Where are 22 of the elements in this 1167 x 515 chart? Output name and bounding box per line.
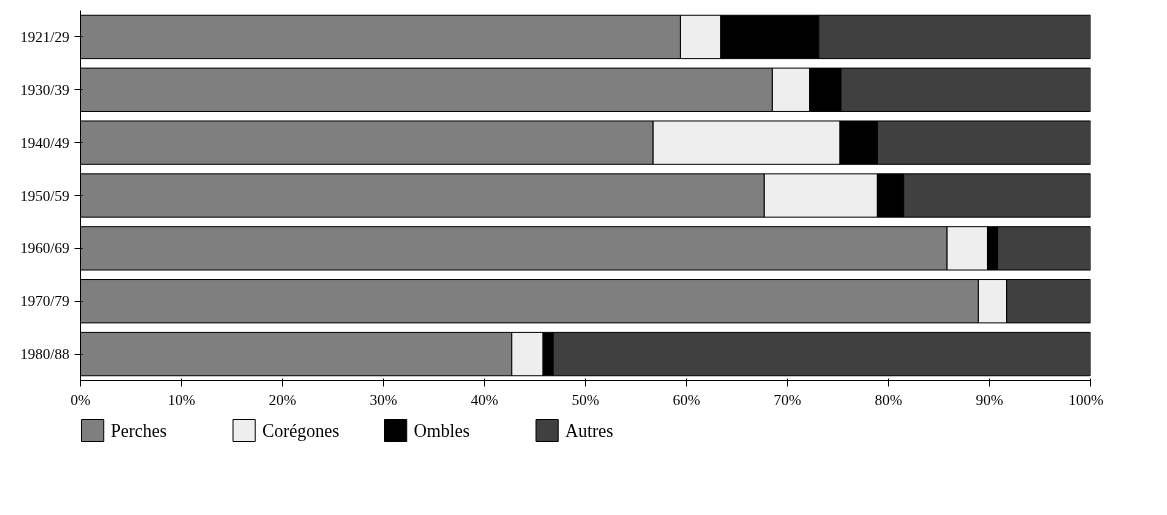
legend-label: Ombles	[413, 420, 470, 441]
legend-label: Autres	[565, 420, 614, 441]
x-tick-label: 20%	[268, 391, 297, 408]
y-tick-label: 1950/59	[20, 187, 70, 204]
x-tick-label: 30%	[369, 391, 398, 408]
y-tick-label: 1980/88	[20, 346, 70, 363]
x-tick-label: 70%	[773, 391, 802, 408]
x-tick-label: 100%	[1068, 391, 1104, 408]
x-tick-label: 60%	[672, 391, 701, 408]
x-tick-label: 90%	[975, 391, 1004, 408]
x-tick-label: 50%	[571, 391, 600, 408]
y-tick-label: 1940/49	[20, 134, 70, 151]
x-tick-label: 80%	[874, 391, 903, 408]
x-tick-label: 40%	[470, 391, 499, 408]
y-tick-label: 1960/69	[20, 240, 70, 257]
legend-label: Perches	[110, 420, 167, 441]
legend-label: Corégones	[262, 420, 340, 441]
y-tick-label: 1970/79	[20, 293, 70, 310]
x-tick-label: 0%	[70, 391, 91, 408]
x-tick-label: 10%	[167, 391, 196, 408]
y-tick-label: 1921/29	[20, 28, 70, 45]
y-tick-label: 1930/39	[20, 81, 70, 98]
